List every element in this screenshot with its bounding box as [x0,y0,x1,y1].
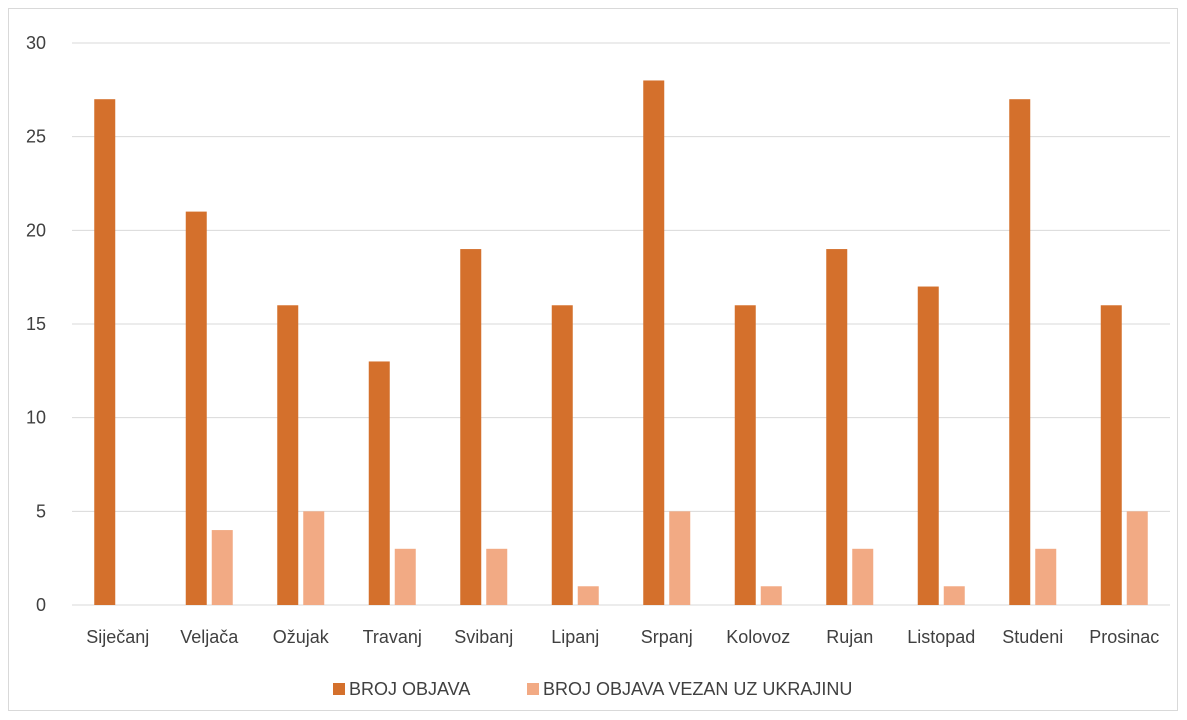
y-tick-label: 5 [36,501,46,521]
y-tick-label: 30 [26,33,46,53]
x-axis-tick-labels: Siječanj Veljača Ožujak Travanj Svibanj Lipan… [86,627,1159,647]
x-tick-label: Ožujak [273,627,330,647]
x-tick-label: Veljača [180,627,239,647]
bar-broj-objava-ukrajina-4 [486,548,508,605]
x-tick-label: Lipanj [551,627,599,647]
x-tick-label: Srpanj [641,627,693,647]
bar-broj-objava-ukrajina-6 [669,511,691,605]
y-tick-label: 25 [26,127,46,147]
bar-broj-objava-3 [368,361,390,605]
bar-broj-objava-ukrajina-5 [577,586,599,605]
bar-broj-objava-ukrajina-1 [211,530,233,605]
bar-broj-objava-5 [551,305,573,605]
x-tick-label: Prosinac [1089,627,1159,647]
bar-broj-objava-ukrajina-10 [1035,548,1057,605]
bar-broj-objava-ukrajina-7 [760,586,782,605]
bar-broj-objava-ukrajina-11 [1126,511,1148,605]
bar-broj-objava-8 [826,249,848,606]
legend-swatch [527,683,539,695]
y-axis-tick-labels: 0 5 10 15 20 25 30 [26,33,46,615]
x-tick-label: Studeni [1002,627,1063,647]
x-tick-label: Svibanj [454,627,513,647]
bar-broj-objava-7 [734,305,756,605]
bar-broj-objava-ukrajina-8 [852,548,874,605]
legend-label: BROJ OBJAVA [349,679,470,699]
gridlines [72,42,1170,606]
bar-broj-objava-ukrajina-9 [943,586,965,605]
legend-label: BROJ OBJAVA VEZAN UZ UKRAJINU [543,679,852,699]
bar-broj-objava-10 [1009,99,1031,605]
legend: BROJ OBJAVA BROJ OBJAVA VEZAN UZ UKRAJINU [333,679,852,699]
y-tick-label: 20 [26,220,46,240]
bar-broj-objava-2 [277,305,299,605]
bar-broj-objava-11 [1100,305,1122,605]
y-tick-label: 15 [26,314,46,334]
bar-broj-objava-9 [917,286,939,605]
bar-broj-objava-4 [460,249,482,606]
bar-broj-objava-ukrajina-2 [303,511,325,605]
bar-broj-objava-ukrajina-3 [394,548,416,605]
x-tick-label: Listopad [907,627,975,647]
bar-broj-objava-6 [643,80,665,605]
y-tick-label: 10 [26,408,46,428]
legend-swatch [333,683,345,695]
bar-broj-objava-0 [94,99,116,605]
bar-broj-objava-1 [185,211,207,605]
x-tick-label: Travanj [363,627,422,647]
bars [94,80,1148,606]
x-tick-label: Kolovoz [726,627,790,647]
y-tick-label: 0 [36,595,46,615]
x-tick-label: Rujan [826,627,873,647]
x-tick-label: Siječanj [86,627,149,647]
